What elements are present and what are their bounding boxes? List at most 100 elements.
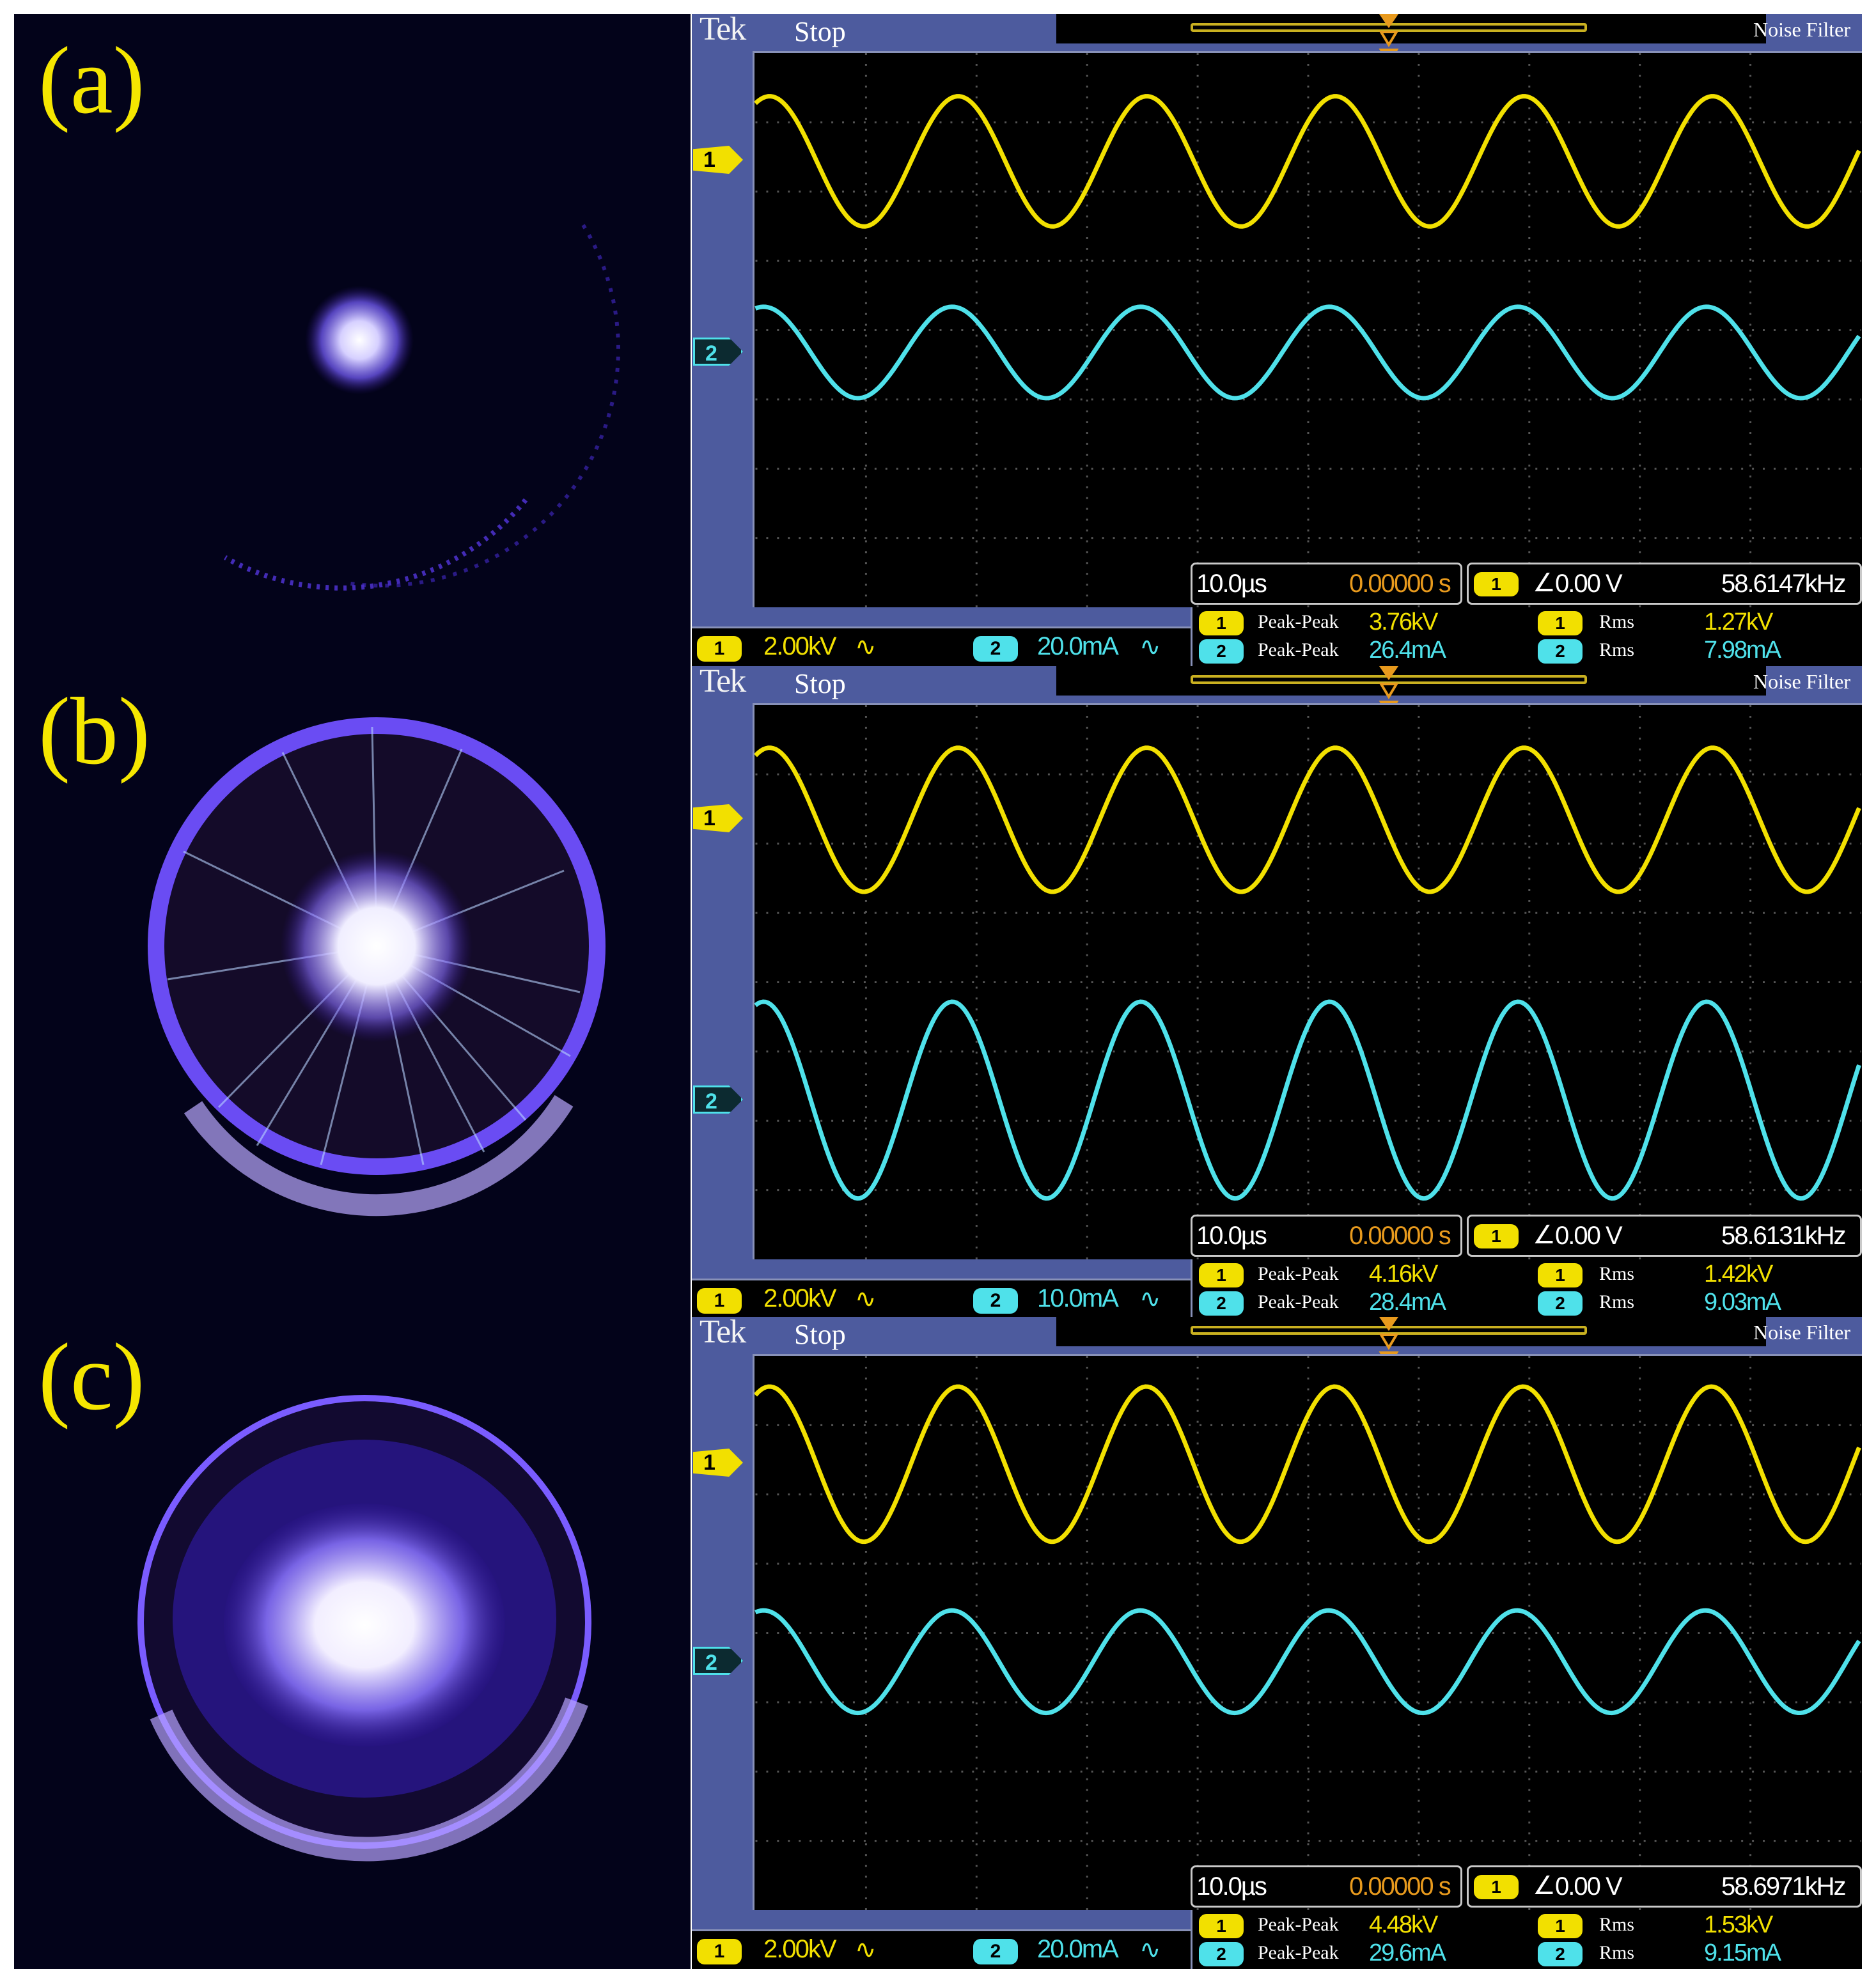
ch2-badge: 2 [973,1939,1018,1964]
frequency-readout: 58.6147kHz [1721,570,1846,598]
ch1-peak-peak-value: 3.76kV [1369,609,1438,635]
ch2-badge: 2 [1538,1942,1583,1966]
label-a: (a) [38,27,145,134]
ch2-badge: 2 [1199,1291,1244,1316]
ch1-peak-peak-label: Peak-Peak [1258,1263,1339,1284]
ch1-scale: 2.00kV [763,1284,837,1312]
channel-scale-bar: 1 2.00kV ∿ 2 20.0mA ∿ [692,626,1191,666]
timebase-value: 10.0µs [1196,1872,1267,1901]
ch1-peak-peak-value: 4.16kV [1369,1261,1438,1287]
trigger-box: 1 ∠ 0.00 V 58.6147kHz [1467,563,1862,605]
trigger-delay-value: 0.00000 s [1349,1872,1451,1901]
channel-1-marker: 1 [693,1449,743,1477]
oscilloscope-screen-c: Tek Stop Noise Filter 1 2 10.0µs 0.00000… [692,1317,1862,1969]
channel-1-trace [754,94,1861,229]
label-c: (c) [38,1324,145,1430]
ch2-badge: 2 [1199,639,1244,664]
ch2-badge: 2 [973,1288,1018,1314]
trigger-slope-icon: ∠ [1533,569,1556,597]
ch1-badge: 1 [1199,1263,1244,1287]
ch1-rms-label: Rms [1599,1263,1635,1284]
ch2-peak-peak-value: 28.4mA [1369,1289,1446,1316]
ch2-scale: 10.0mA [1037,1284,1119,1312]
channel-2-marker: 2 [693,1647,743,1675]
ch1-rms-value: 1.27kV [1704,609,1773,635]
discharge-photo-b [14,660,691,1318]
ch2-scale: 20.0mA [1037,632,1119,660]
brand-label: Tek [700,1317,746,1350]
waveform-plot [754,53,1861,607]
scope-top-bar: Tek Stop Noise Filter [692,14,1862,65]
scope-top-bar: Tek Stop Noise Filter [692,666,1862,717]
discharge-image-c [137,1395,591,1862]
ch2-rms-label: Rms [1599,1942,1635,1963]
ch2-peak-peak-value: 29.6mA [1369,1940,1446,1966]
ch2-peak-peak-value: 26.4mA [1369,637,1446,664]
ch2-rms-label: Rms [1599,1291,1635,1312]
trigger-slope-icon: ∠ [1533,1872,1556,1900]
timebase-value: 10.0µs [1196,1222,1267,1250]
acquisition-status: Stop [794,1319,846,1350]
trigger-slope-icon: ∠ [1533,1221,1556,1249]
channel-2-trace [754,304,1861,401]
channel-1-trace [754,1384,1861,1544]
trigger-source-badge: 1 [1474,1875,1519,1899]
ch1-badge: 1 [1538,1263,1583,1287]
ch1-rms-value: 1.53kV [1704,1911,1773,1938]
channel-2-marker: 2 [693,1085,743,1114]
ch2-rms-value: 7.98mA [1704,637,1781,664]
trigger-box: 1 ∠ 0.00 V 58.6131kHz [1467,1215,1862,1257]
trigger-level-value: 0.00 V [1555,1222,1623,1250]
oscilloscope-screen-a: Tek Stop Noise Filter 1 2 10.0µs 0.00000… [692,14,1862,666]
ch1-peak-peak-label: Peak-Peak [1258,1914,1339,1935]
waveform-area [753,703,1862,1259]
brand-label: Tek [700,14,746,47]
channel-2-marker: 2 [693,338,743,366]
channel-1-marker: 1 [693,146,743,174]
acquisition-status: Stop [794,668,846,699]
ch2-peak-peak-label: Peak-Peak [1258,1942,1339,1963]
ch1-badge: 1 [1538,611,1583,635]
trigger-level-value: 0.00 V [1555,570,1623,598]
scope-top-bar: Tek Stop Noise Filter [692,1317,1862,1368]
ch1-rms-label: Rms [1599,1914,1635,1935]
noise-filter-label: Noise Filter [1753,670,1850,693]
brand-label: Tek [700,666,746,699]
timebase-value: 10.0µs [1196,570,1267,598]
ac-coupling-icon: ∿ [855,1285,876,1313]
frequency-readout: 58.6971kHz [1721,1872,1846,1901]
ac-coupling-icon: ∿ [855,1936,876,1964]
ac-coupling-icon: ∿ [1139,633,1161,661]
frequency-readout: 58.6131kHz [1721,1222,1846,1250]
discharge-photo-a [14,14,691,660]
ac-coupling-icon: ∿ [855,633,876,661]
channel-scale-bar: 1 2.00kV ∿ 2 20.0mA ∿ [692,1929,1191,1969]
ch1-rms-label: Rms [1599,611,1635,632]
ch1-badge: 1 [1199,611,1244,635]
measurement-panel: 1 Peak-Peak 3.76kV 1 Rms 1.27kV 2 Peak-P… [1191,607,1862,666]
timebase-box: 10.0µs 0.00000 s [1191,1215,1462,1257]
oscilloscope-screen-b: Tek Stop Noise Filter 1 2 10.0µs 0.00000… [692,666,1862,1318]
trigger-delay-value: 0.00000 s [1349,570,1451,598]
acquisition-status: Stop [794,16,846,47]
channel-1-marker: 1 [693,804,743,832]
measurement-panel: 1 Peak-Peak 4.48kV 1 Rms 1.53kV 2 Peak-P… [1191,1910,1862,1969]
trigger-position-bar [1056,666,1766,717]
discharge-photo-c [14,1318,691,1969]
discharge-image-b [148,717,606,1217]
timebase-box: 10.0µs 0.00000 s [1191,563,1462,605]
channel-scale-bar: 1 2.00kV ∿ 2 10.0mA ∿ [692,1279,1191,1318]
trigger-level-value: 0.00 V [1555,1872,1623,1901]
ch2-scale: 20.0mA [1037,1935,1119,1963]
ch1-rms-value: 1.42kV [1704,1261,1773,1287]
ch2-peak-peak-label: Peak-Peak [1258,639,1339,660]
ch1-peak-peak-label: Peak-Peak [1258,611,1339,632]
waveform-plot [754,1356,1861,1910]
label-b: (b) [38,678,150,784]
ch2-badge: 2 [1538,1291,1583,1316]
measurement-panel: 1 Peak-Peak 4.16kV 1 Rms 1.42kV 2 Peak-P… [1191,1259,1862,1318]
trigger-source-badge: 1 [1474,572,1519,596]
ch1-scale: 2.00kV [763,632,837,660]
ch1-badge: 1 [697,1939,742,1964]
ch1-peak-peak-value: 4.48kV [1369,1911,1438,1938]
